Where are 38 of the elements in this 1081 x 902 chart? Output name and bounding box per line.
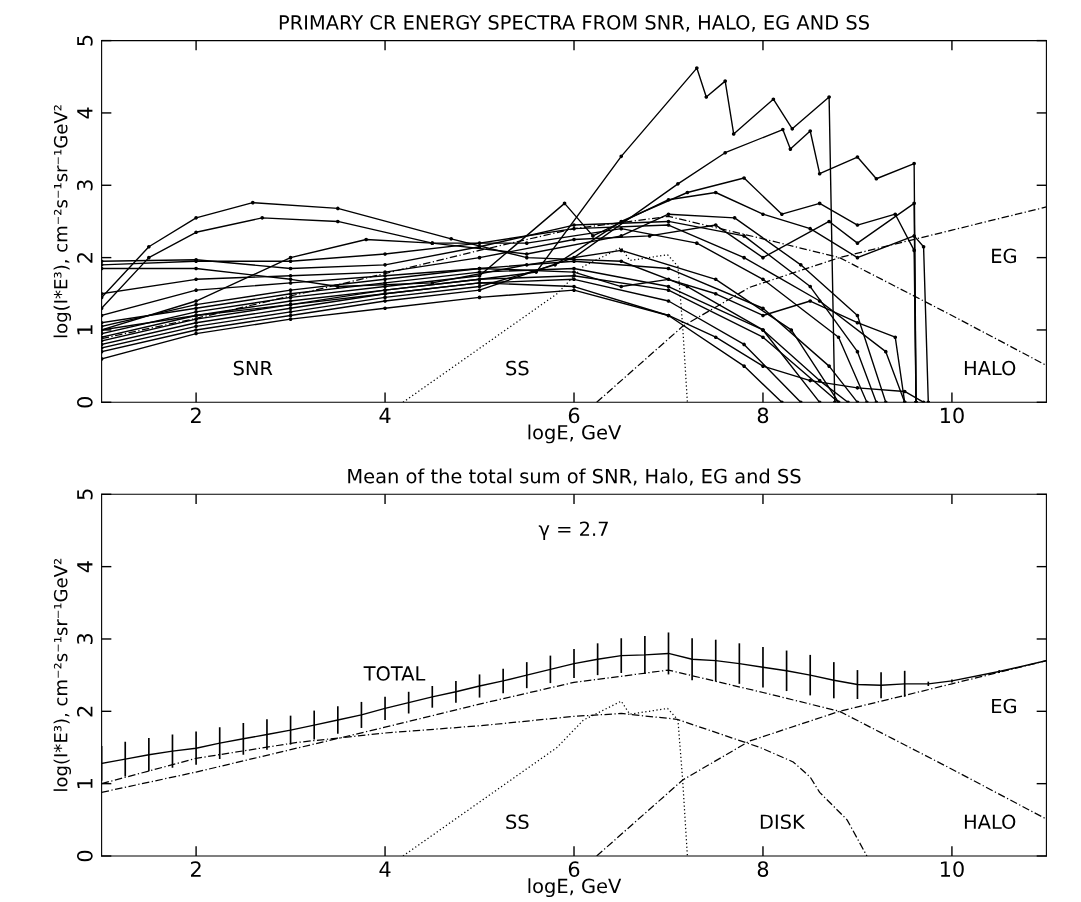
x-axis-title: logE, GeV [528, 878, 622, 898]
annotation: HALO [964, 814, 1016, 830]
y-tick-label: 2 [76, 253, 93, 263]
y-tick-label: 5 [77, 35, 93, 46]
x-tick-label: 10 [940, 407, 964, 424]
chart-title: PRIMARY CR ENERGY SPECTRA FROM SNR, HALO, EG AND SS [279, 15, 869, 32]
y-tick-label: 3 [76, 180, 93, 191]
x-tick-label: 10 [940, 861, 964, 877]
x-tick-label: 2 [190, 861, 201, 877]
x-axis-title: logE, GeV [528, 424, 622, 444]
annotation: HALO [964, 360, 1016, 376]
y-tick-label: 1 [77, 325, 93, 335]
x-tick-label: 4 [379, 861, 391, 877]
chart-title: Mean of the total sum of SNR, Halo, EG and SS [348, 468, 801, 486]
x-tick-label: 6 [568, 407, 580, 424]
y-tick-label: 0 [76, 850, 93, 862]
y-tick-label: 1 [77, 778, 93, 788]
x-tick-label: 4 [379, 407, 391, 423]
x-tick-label: 2 [190, 407, 201, 423]
y-tick-label: 5 [77, 489, 93, 500]
y-tick-label: 0 [76, 397, 93, 408]
annotation: SS [506, 814, 529, 830]
x-tick-label: 8 [757, 861, 769, 877]
y-tick-label: 2 [76, 706, 93, 717]
annotation: EG [992, 698, 1016, 714]
y-axis-title: log(I*E³), cm⁻²s⁻¹sr⁻¹GeV² [53, 105, 72, 338]
x-tick-label: 8 [757, 407, 769, 424]
y-tick-label: 4 [77, 107, 93, 119]
annotation: SS [506, 360, 529, 376]
annotation: TOTAL [363, 666, 426, 681]
y-axis-title: log(I*E³), cm⁻²s⁻¹sr⁻¹GeV² [53, 558, 72, 791]
y-tick-label: 3 [76, 634, 93, 645]
annotation: DISK [760, 814, 806, 830]
y-tick-label: 4 [77, 561, 93, 573]
annotation: SNR [233, 360, 273, 376]
annotation: EG [992, 248, 1016, 264]
x-tick-label: 6 [568, 861, 580, 877]
annotation: γ = 2.7 [538, 521, 608, 540]
